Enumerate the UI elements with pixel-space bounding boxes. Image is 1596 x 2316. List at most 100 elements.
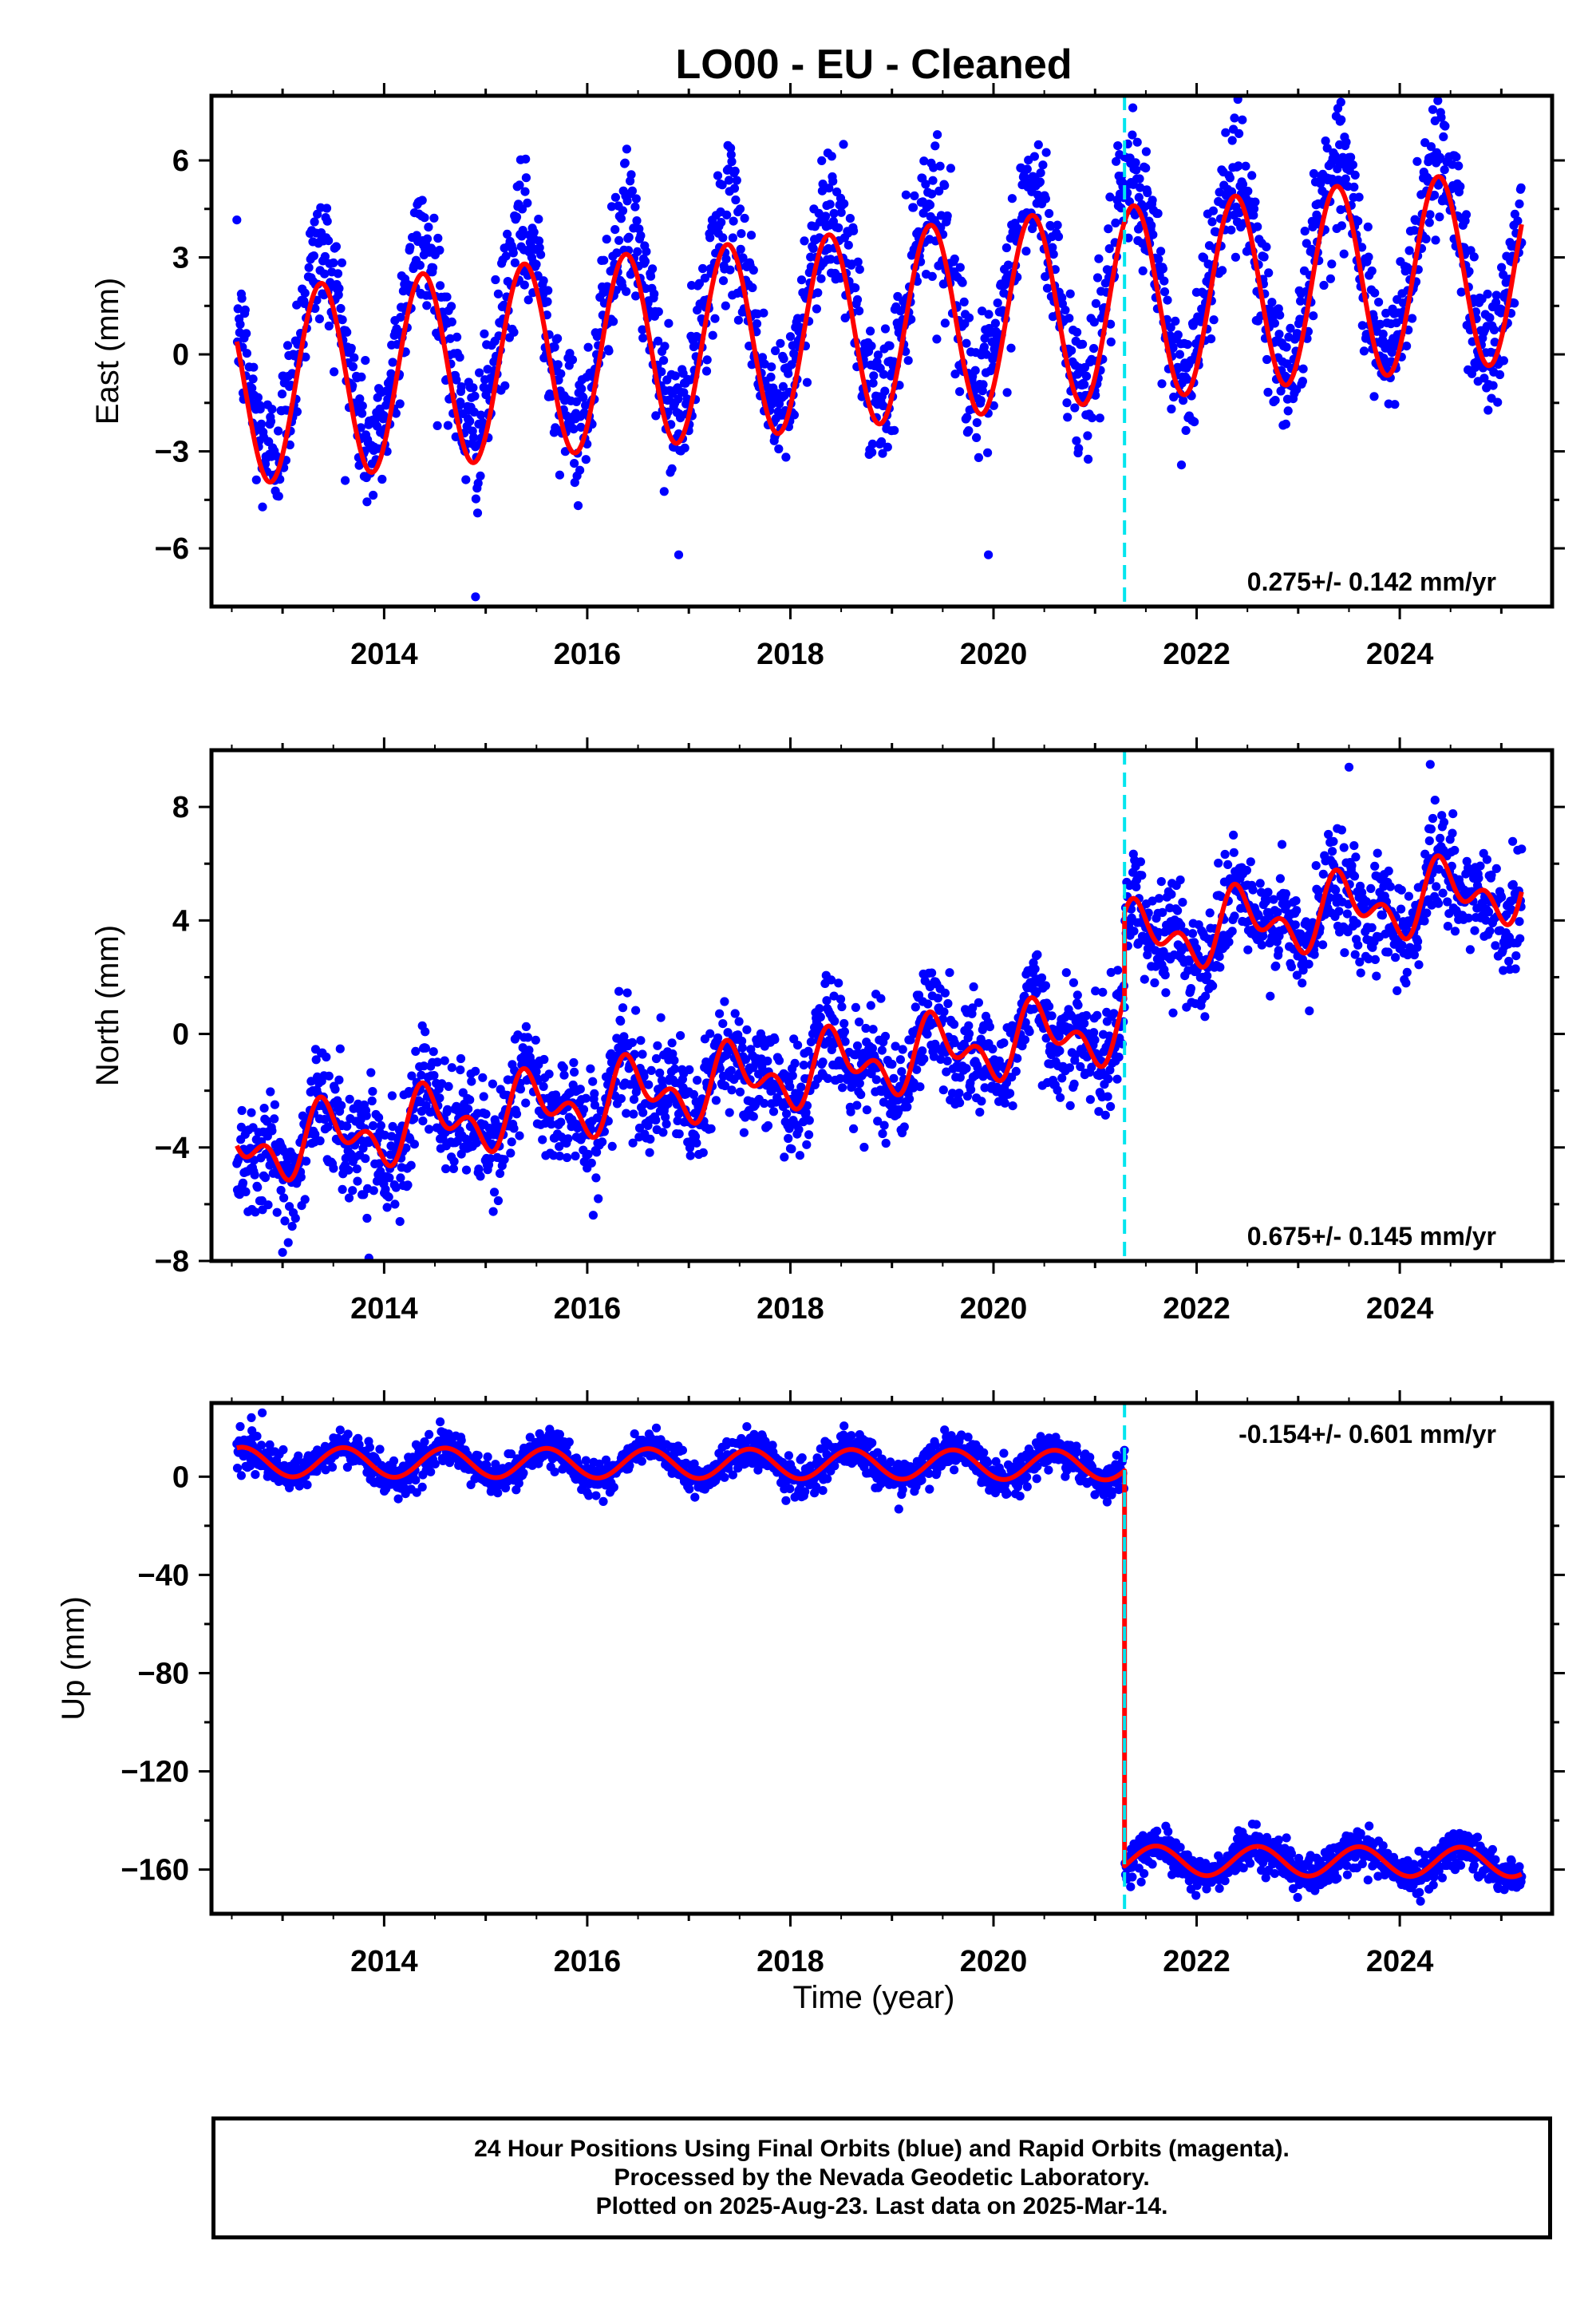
data-point xyxy=(708,330,717,340)
x-tick-label: 2022 xyxy=(1163,1292,1231,1326)
y-tick-label: −4 xyxy=(155,1132,189,1165)
data-point xyxy=(1235,207,1244,218)
data-point xyxy=(1300,227,1310,236)
data-point xyxy=(974,998,983,1007)
data-point xyxy=(1363,222,1373,231)
data-point xyxy=(879,1120,889,1130)
data-point xyxy=(447,317,456,326)
data-point xyxy=(834,978,843,988)
data-point xyxy=(1349,182,1359,192)
data-point xyxy=(471,494,481,504)
data-point xyxy=(861,1023,871,1034)
x-tick-label: 2014 xyxy=(350,638,418,671)
data-point xyxy=(766,372,776,382)
data-point xyxy=(970,366,980,375)
data-point xyxy=(790,1058,800,1068)
data-point xyxy=(885,341,895,350)
data-point xyxy=(718,276,729,286)
data-point xyxy=(1238,180,1248,189)
data-point xyxy=(1091,298,1100,308)
data-point xyxy=(1048,243,1057,252)
data-point xyxy=(1167,890,1176,899)
y-tick-label: 0 xyxy=(172,338,189,372)
data-point xyxy=(1356,968,1365,978)
data-point xyxy=(1339,249,1349,259)
data-point xyxy=(263,1200,273,1210)
data-point xyxy=(1346,152,1356,162)
data-point xyxy=(1173,906,1183,915)
data-point xyxy=(667,1038,677,1048)
data-point xyxy=(1517,844,1527,854)
data-point xyxy=(940,988,950,998)
data-point xyxy=(361,356,370,366)
data-point xyxy=(927,271,937,281)
data-point xyxy=(443,421,453,430)
data-point xyxy=(255,404,265,414)
data-point xyxy=(1007,194,1017,204)
data-point xyxy=(380,1130,389,1140)
data-point xyxy=(452,375,461,385)
data-point xyxy=(236,1122,246,1132)
data-point xyxy=(376,1120,385,1130)
data-point xyxy=(259,1104,269,1113)
data-point xyxy=(302,1480,312,1490)
data-point xyxy=(989,401,998,410)
data-point xyxy=(1310,950,1319,959)
data-point xyxy=(1435,212,1444,222)
data-point xyxy=(1263,887,1273,897)
data-point xyxy=(1425,210,1435,219)
data-point xyxy=(642,247,651,256)
data-point xyxy=(569,1057,579,1068)
data-point xyxy=(1249,211,1258,220)
data-point xyxy=(507,1137,516,1147)
data-point xyxy=(732,176,741,185)
data-point xyxy=(1351,852,1361,862)
data-point xyxy=(1452,152,1461,162)
data-point xyxy=(500,1155,509,1164)
data-point xyxy=(1169,392,1179,402)
data-point xyxy=(1339,843,1349,852)
data-point xyxy=(1089,318,1099,327)
data-point xyxy=(782,1109,792,1119)
data-point xyxy=(396,313,405,322)
data-point xyxy=(829,208,839,218)
data-point xyxy=(701,1057,711,1067)
data-point xyxy=(674,550,684,559)
data-point xyxy=(674,394,683,404)
data-point xyxy=(959,297,969,306)
data-point xyxy=(817,186,827,196)
data-point xyxy=(837,1002,847,1012)
data-point xyxy=(481,1109,491,1119)
data-point xyxy=(590,1089,599,1098)
data-point xyxy=(385,1173,394,1183)
data-point xyxy=(539,1054,549,1065)
data-point xyxy=(631,194,641,204)
data-point xyxy=(405,243,415,252)
data-point xyxy=(1047,1011,1057,1021)
data-point xyxy=(729,184,740,193)
data-point xyxy=(1205,908,1215,918)
data-point xyxy=(849,1124,859,1133)
data-point xyxy=(1233,96,1242,105)
data-point xyxy=(1105,192,1115,202)
data-point xyxy=(599,255,609,265)
data-point xyxy=(737,1036,747,1046)
data-point xyxy=(577,384,587,393)
data-point xyxy=(846,1107,855,1117)
data-point xyxy=(324,236,334,246)
data-point xyxy=(726,144,736,153)
data-point xyxy=(1426,142,1436,152)
data-point xyxy=(964,1021,974,1030)
data-point xyxy=(420,213,429,223)
data-point xyxy=(276,1185,286,1196)
data-point xyxy=(685,1065,694,1074)
data-point xyxy=(779,354,788,364)
data-point xyxy=(1436,833,1445,843)
data-point xyxy=(479,1092,488,1101)
data-point xyxy=(377,474,387,484)
data-point xyxy=(562,1152,572,1163)
data-point xyxy=(474,1164,484,1174)
data-point xyxy=(1159,287,1170,297)
data-point xyxy=(1136,857,1145,867)
data-point xyxy=(705,1029,715,1038)
